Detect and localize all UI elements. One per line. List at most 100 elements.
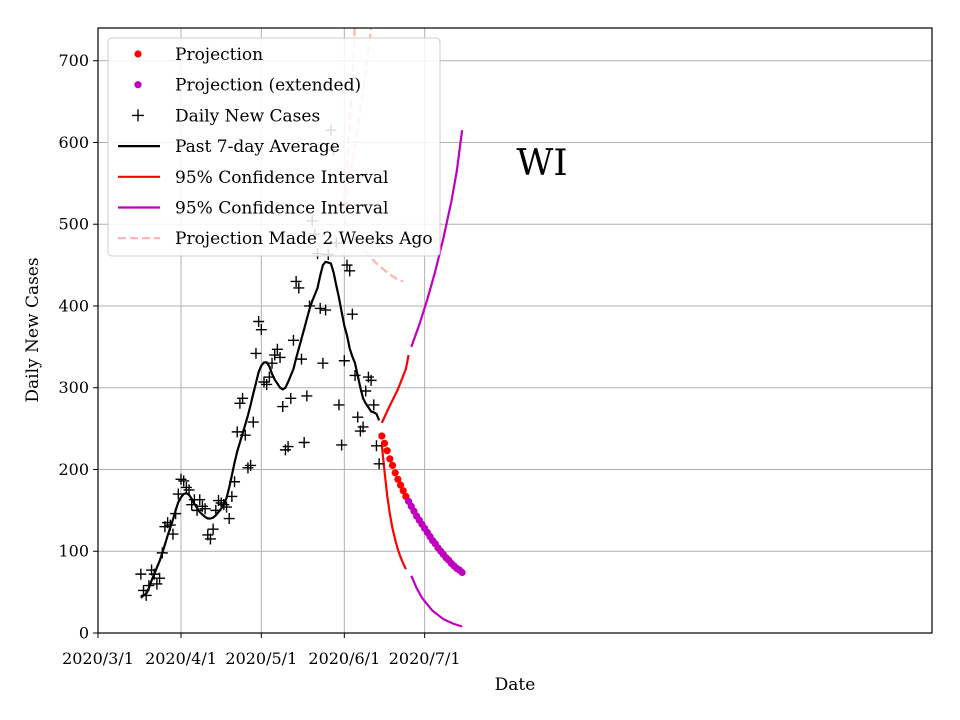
daily-new-cases-point [282, 441, 294, 453]
daily-new-cases-point [229, 476, 241, 488]
daily-new-cases-point [295, 353, 307, 365]
daily-new-cases-point [266, 357, 278, 369]
daily-new-cases-point [373, 458, 385, 470]
daily-new-cases-point [314, 302, 326, 314]
daily-new-cases-point [357, 421, 369, 433]
projection-point [399, 487, 407, 495]
daily-new-cases-point [162, 517, 174, 529]
daily-new-cases-point [247, 416, 259, 428]
state-annotation: WI [516, 143, 567, 184]
daily-new-cases-point [271, 343, 283, 355]
x-tick-label: 2020/7/1 [389, 649, 461, 668]
x-tick-label: 2020/6/1 [308, 649, 380, 668]
daily-new-cases-point [138, 584, 150, 596]
daily-new-cases-point [298, 437, 310, 449]
daily-new-cases-point [180, 481, 192, 493]
daily-new-cases-point [287, 334, 299, 346]
daily-new-cases-point [210, 504, 222, 516]
y-axis: 0 100 200 300 400 500 600 700 [58, 51, 98, 643]
daily-new-cases-point [352, 411, 364, 423]
daily-new-cases-point [221, 501, 233, 513]
y-tick-label: 0 [79, 624, 89, 643]
y-tick-label: 600 [58, 133, 89, 152]
daily-new-cases-point [234, 397, 246, 409]
legend-label: 95% Confidence Interval [175, 199, 388, 219]
legend-label: Daily New Cases [175, 106, 320, 126]
legend-label: Projection (extended) [175, 76, 361, 96]
daily-new-cases-point [368, 399, 380, 411]
daily-new-cases-point [242, 462, 254, 474]
daily-new-cases-point [320, 304, 332, 316]
daily-new-cases-point [360, 385, 372, 397]
x-axis: 2020/3/1 2020/4/1 2020/5/1 2020/6/1 2020/7/1 [62, 633, 461, 668]
daily-new-cases-point [301, 390, 313, 402]
x-tick-label: 2020/3/1 [62, 649, 134, 668]
projection-point [386, 455, 394, 463]
daily-new-cases-point [237, 392, 249, 404]
daily-new-cases-point [194, 494, 206, 506]
daily-new-cases-point [250, 347, 262, 359]
daily-new-cases-point [199, 503, 211, 515]
daily-new-cases-point [290, 275, 302, 287]
x-tick-label: 2020/5/1 [225, 649, 297, 668]
y-tick-label: 200 [58, 460, 89, 479]
daily-new-cases-point [293, 282, 305, 294]
daily-new-cases-point [344, 265, 356, 277]
y-axis-label: Daily New Cases [23, 257, 43, 402]
daily-new-cases-point [151, 578, 163, 590]
daily-new-cases-point [274, 351, 286, 363]
daily-new-cases-point [196, 500, 208, 512]
projection-extended-point [458, 568, 466, 577]
legend: Projection Projection (extended) Daily New… [107, 37, 441, 257]
daily-new-cases-point [186, 499, 198, 511]
legend-marker [134, 81, 142, 89]
legend-box [107, 37, 441, 257]
daily-new-cases-point [226, 490, 238, 502]
daily-new-cases-point [258, 376, 270, 388]
legend-label: Past 7-day Average [175, 137, 340, 157]
daily-new-cases-point [255, 324, 267, 336]
daily-new-cases-point [154, 572, 166, 584]
daily-new-cases-point [140, 589, 152, 601]
daily-new-cases-point [261, 378, 273, 390]
projection-point [380, 439, 389, 447]
y-tick-label: 500 [58, 215, 89, 234]
plot-frame [97, 27, 933, 634]
daily-new-cases-point [231, 426, 243, 438]
legend-label: Projection Made 2 Weeks Ago [175, 229, 433, 249]
daily-new-cases-point [218, 499, 230, 511]
past-7-day-average-line [140, 260, 381, 599]
legend-label: 95% Confidence Interval [175, 168, 388, 188]
legend-label: Projection [175, 45, 263, 65]
daily-new-cases-point [135, 568, 147, 580]
y-tick-label: 100 [58, 542, 89, 561]
daily-new-cases-point [263, 371, 275, 383]
daily-new-cases-point [223, 513, 235, 525]
daily-new-cases-point [167, 528, 179, 540]
daily-new-cases-point [341, 259, 353, 271]
95-confidence-interval-upper-line [380, 354, 410, 424]
projection-point [383, 447, 391, 455]
daily-new-cases-point [277, 401, 289, 413]
y-tick-label: 400 [58, 296, 89, 315]
daily-new-cases-point [156, 547, 168, 559]
daily-new-cases-point [338, 355, 350, 367]
daily-new-cases-point [285, 392, 297, 404]
daily-new-cases-point [269, 349, 281, 361]
daily-new-cases-point [143, 580, 155, 592]
daily-new-cases-point [178, 475, 190, 487]
daily-new-cases-point [175, 473, 187, 485]
daily-new-cases-point [370, 440, 382, 452]
daily-new-cases-point [253, 316, 265, 328]
daily-new-cases-point [172, 488, 184, 500]
projection-point [378, 432, 386, 440]
daily-new-cases-point [346, 308, 358, 320]
95-confidence-interval-lower-line [380, 444, 407, 570]
daily-new-cases-point [164, 519, 176, 531]
x-tick-label: 2020/4/1 [145, 649, 217, 668]
projection-point [388, 461, 397, 469]
projection-point [396, 481, 405, 489]
y-tick-label: 300 [58, 378, 89, 397]
daily-new-cases-point [170, 508, 182, 520]
